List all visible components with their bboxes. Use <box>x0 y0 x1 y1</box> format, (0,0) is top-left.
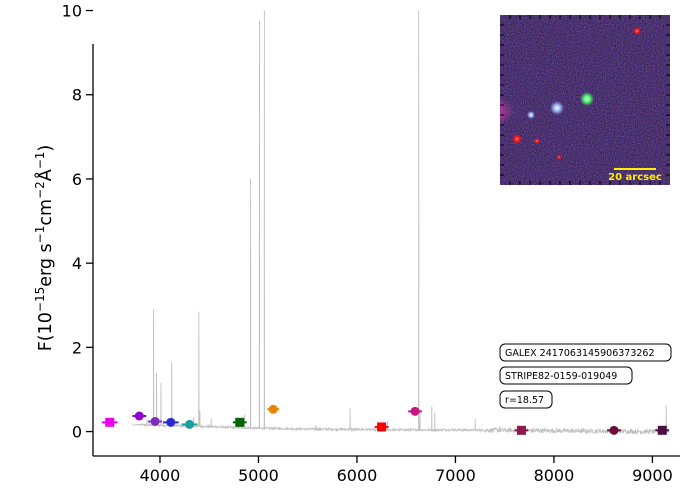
y-tick-label: 0 <box>72 423 82 442</box>
red-source <box>633 27 641 35</box>
photometry-point <box>377 422 387 432</box>
y-tick-label: 2 <box>72 338 82 357</box>
photometry-point <box>516 425 526 435</box>
y-tick-label: 4 <box>72 254 82 273</box>
x-tick-label: 5000 <box>238 466 279 485</box>
annotations: GALEX 2417063145906373262 STRIPE82-0159-… <box>499 343 672 409</box>
y-tick-label: 10 <box>62 2 82 21</box>
annotation-box <box>499 343 672 362</box>
x-tick-label: 7000 <box>435 466 476 485</box>
photometry-point <box>657 425 667 435</box>
photometry-point <box>609 425 619 435</box>
red-source <box>512 134 522 144</box>
y-tick-label: 8 <box>72 86 82 105</box>
x-tick-label: 9000 <box>632 466 673 485</box>
photometry-point <box>150 416 160 426</box>
x-ticks: 4000 5000 6000 7000 8000 9000 <box>140 456 673 485</box>
photometry-point <box>105 417 115 427</box>
galaxy-blob <box>500 95 536 127</box>
x-tick-label: 8000 <box>534 466 575 485</box>
red-source <box>534 138 540 144</box>
annotation-box <box>499 390 553 409</box>
red-source <box>556 154 562 160</box>
scale-bar-label: 20 arcsec <box>608 172 662 183</box>
photometry-point <box>134 411 144 421</box>
y-ticks: 0 2 4 6 8 10 <box>62 2 93 442</box>
y-tick-label: 6 <box>72 170 82 189</box>
photometry-point <box>166 417 176 427</box>
green-source <box>580 92 594 106</box>
target-source <box>550 101 564 115</box>
spectrum-line <box>132 10 669 436</box>
x-tick-label: 6000 <box>337 466 378 485</box>
annotation-galex-id: GALEX 2417063145906373262 <box>505 348 655 359</box>
y-axis-label: F(10−15erg s−1cm−2Å−1) <box>33 145 56 352</box>
x-tick-label: 4000 <box>140 466 181 485</box>
faint-source <box>527 111 535 119</box>
annotation-stripe-id: STRIPE82-0159-019049 <box>505 371 617 382</box>
photometry-point <box>235 417 245 427</box>
sky-image-inset: 20 arcsec <box>500 15 670 185</box>
photometry-point <box>268 404 278 414</box>
photometry-point <box>185 419 195 429</box>
photometry-point <box>410 406 420 416</box>
inset-ticks <box>500 15 670 185</box>
photometry-points <box>101 404 670 435</box>
axes <box>92 44 680 457</box>
annotation-magnitude: r=18.57 <box>505 395 544 406</box>
spectrum <box>132 10 669 436</box>
annotation-box <box>499 366 633 385</box>
